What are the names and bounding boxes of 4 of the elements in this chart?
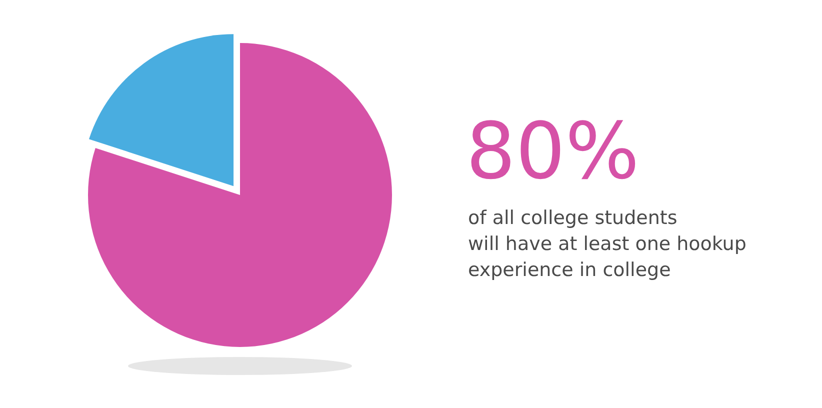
text: will have at least one hookup bbox=[468, 233, 746, 255]
text: of all college students bbox=[468, 207, 678, 229]
text: experience in college bbox=[468, 259, 671, 281]
text: 80% bbox=[466, 107, 640, 197]
